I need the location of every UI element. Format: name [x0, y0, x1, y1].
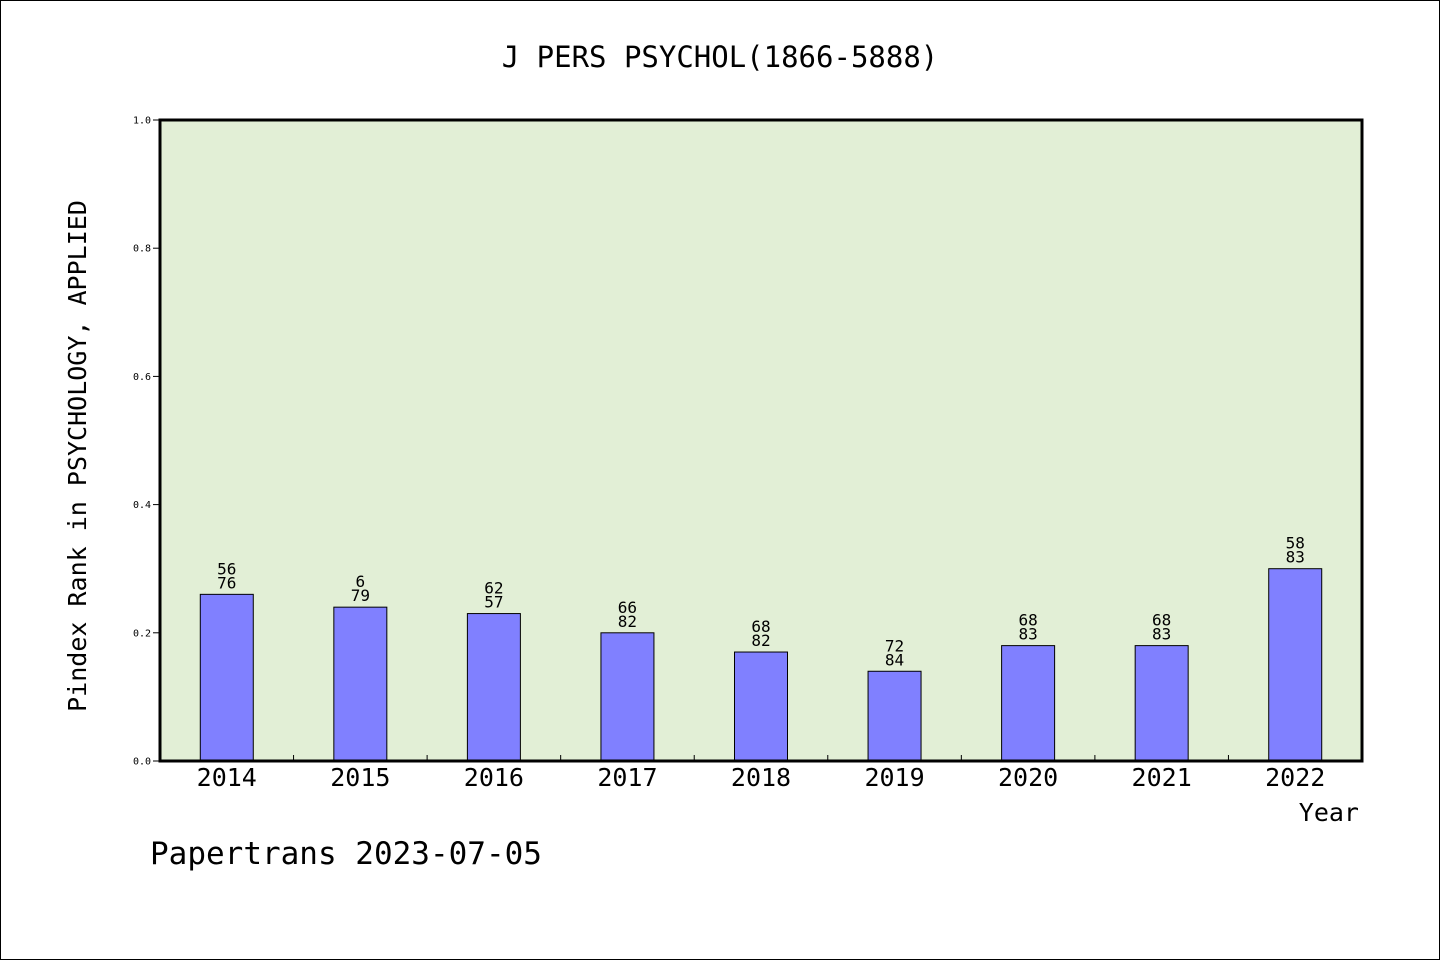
y-axis-label: Pindex Rank in PSYCHOLOGY, APPLIED — [63, 200, 92, 712]
chart-title: J PERS PSYCHOL(1866-5888) — [502, 40, 939, 74]
bar-label-2015-1: 6 — [356, 572, 366, 591]
bar-2022 — [1268, 568, 1323, 762]
bar-2019 — [867, 670, 922, 762]
y-tick-label: 0.2 — [133, 628, 151, 639]
y-tick-label: 1.0 — [133, 116, 151, 127]
footer-text: Papertrans 2023-07-05 — [150, 836, 542, 872]
bar-label-2015-2: 79 — [351, 586, 370, 605]
x-tick-label-2020: 2020 — [998, 763, 1058, 792]
x-tick-label-2018: 2018 — [731, 763, 791, 792]
y-tick-label: 0.6 — [133, 372, 151, 383]
bar-label-2021-1: 68 — [1152, 611, 1171, 630]
bar-label-2022-1: 58 — [1286, 534, 1305, 553]
x-tick-label-2021: 2021 — [1132, 763, 1192, 792]
bar-label-2017-2: 82 — [618, 612, 637, 631]
bar-label-2020-1: 68 — [1018, 611, 1037, 630]
bar-label-2022-2: 83 — [1286, 548, 1305, 567]
bar-label-2019-1: 72 — [885, 636, 904, 655]
bar-label-2020-2: 83 — [1018, 625, 1037, 644]
bar-label-2019-2: 84 — [885, 650, 904, 669]
x-tick-label-2014: 2014 — [197, 763, 257, 792]
bar-2020 — [1001, 645, 1056, 762]
bars-group — [199, 568, 1323, 762]
bar-2014 — [199, 593, 254, 762]
x-tick-label-2019: 2019 — [864, 763, 924, 792]
x-tick-label-2022: 2022 — [1265, 763, 1325, 792]
y-tick-label: 0.4 — [133, 500, 151, 511]
x-axis-label: Year — [1299, 798, 1359, 827]
bar-label-2014-2: 76 — [217, 573, 236, 592]
bar-label-2018-1: 68 — [751, 617, 770, 636]
bar-label-2016-2: 57 — [484, 593, 503, 612]
bar-label-2014-1: 56 — [217, 559, 236, 578]
bar-label-2017-1: 66 — [618, 598, 637, 617]
y-tick-label: 0.8 — [133, 244, 151, 255]
bar-label-2016-1: 62 — [484, 579, 503, 598]
bar-2021 — [1134, 645, 1189, 762]
x-axis: 2014 2015 2016 2017 2018 2019 2020 2021 2022 — [197, 755, 1325, 792]
y-tick-label: 0.0 — [133, 757, 151, 768]
x-tick-label-2016: 2016 — [464, 763, 524, 792]
x-tick-label-2017: 2017 — [597, 763, 657, 792]
bar-label-2021-2: 83 — [1152, 625, 1171, 644]
bar-2015 — [333, 606, 388, 762]
plot-border — [158, 118, 1364, 763]
bar-label-2018-2: 82 — [751, 631, 770, 650]
bar-2017 — [600, 632, 655, 762]
bar-2018 — [734, 651, 788, 762]
x-tick-label-2015: 2015 — [330, 763, 390, 792]
bar-2016 — [466, 613, 521, 762]
y-axis: 0.0 0.2 0.4 0.6 0.8 1.0 — [133, 116, 160, 768]
